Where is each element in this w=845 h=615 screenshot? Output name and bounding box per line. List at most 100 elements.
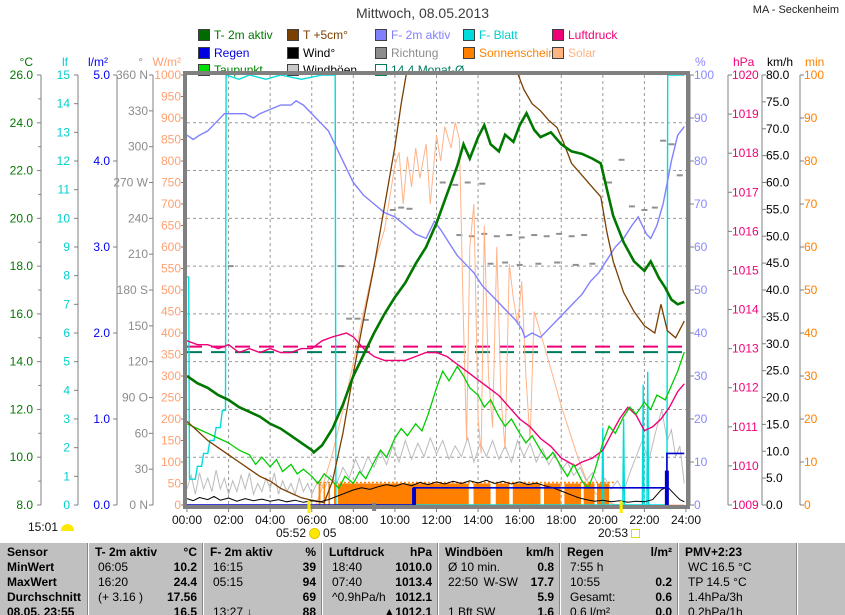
svg-text:20: 20 [694, 412, 708, 426]
table-column-divider [559, 543, 560, 615]
svg-text:40: 40 [694, 326, 708, 340]
svg-text:5.0: 5.0 [766, 471, 783, 485]
svg-text:30: 30 [804, 369, 818, 383]
table-cell: ▲1012.1 [383, 605, 432, 615]
row-label: MaxWert [7, 575, 57, 589]
svg-text:1010: 1010 [732, 459, 759, 473]
svg-text:100: 100 [694, 68, 714, 82]
svg-text:0: 0 [694, 498, 701, 512]
svg-text:1011: 1011 [732, 420, 758, 434]
legend-swatch [287, 47, 299, 59]
svg-text:10.0: 10.0 [766, 444, 790, 458]
table-cell: 16:15 39 [213, 560, 316, 574]
legend-item-t-5cm-: T +5cm° [287, 28, 348, 42]
svg-text:15.0: 15.0 [766, 417, 790, 431]
svg-text:06:00: 06:00 [297, 513, 327, 527]
legend-item-regen: Regen [198, 46, 249, 60]
svg-text:5.0: 5.0 [93, 68, 110, 82]
col-header: T- 2m aktiv °C [95, 545, 197, 559]
x-axis: 00:00 02:00 04:00 06:00 08:00 10:00 12:00 14:00… [172, 501, 701, 527]
table-cell: Gesamt: 0.6 [570, 590, 672, 604]
svg-text:250: 250 [161, 391, 181, 405]
svg-text:2: 2 [63, 441, 70, 455]
svg-text:120: 120 [128, 355, 148, 369]
svg-text:0.0: 0.0 [93, 498, 110, 512]
legend-item-sonnenschein: Sonnenschein [463, 46, 555, 60]
svg-text:1013: 1013 [732, 342, 759, 356]
svg-text:20.0: 20.0 [10, 211, 34, 225]
axis-unit-wm2: W/m² [152, 55, 181, 69]
svg-text:60: 60 [804, 240, 818, 254]
svg-text:14: 14 [57, 97, 71, 111]
page-title: Mittwoch, 08.05.2013 [355, 5, 490, 21]
legend-item-wind-: Wind° [287, 46, 335, 60]
svg-text:350: 350 [161, 348, 181, 362]
svg-text:3.0: 3.0 [93, 240, 110, 254]
table-cell: 16:20 24.4 [98, 575, 197, 589]
svg-text:6: 6 [63, 326, 70, 340]
svg-text:12:00: 12:00 [421, 513, 451, 527]
svg-text:240: 240 [128, 211, 148, 225]
sun-outline-icon [631, 528, 641, 538]
svg-text:150: 150 [161, 434, 181, 448]
legend-item-f-blatt: F- Blatt [463, 28, 518, 42]
plot-area[interactable] [187, 75, 686, 505]
table-column-divider-highlight [560, 543, 561, 615]
svg-text:26.0: 26.0 [10, 68, 34, 82]
svg-text:12: 12 [57, 154, 71, 168]
svg-text:300: 300 [128, 140, 148, 154]
table-cell: 1 Bft SW 1.6 [448, 605, 554, 615]
svg-text:1: 1 [63, 469, 70, 483]
legend-item-t-2m-aktiv: T- 2m aktiv [198, 28, 273, 42]
legend-label: Richtung [391, 46, 439, 60]
series-t5cm [187, 75, 685, 504]
svg-text:210: 210 [128, 247, 148, 261]
table-cell: ^0.9hPa/h 1012.1 [332, 590, 432, 604]
table-row-durchschnitt: Durchschnitt (+ 3.16 ) 17.56 69 ^0.9hPa/h 101… [0, 590, 845, 605]
svg-text:16:00: 16:00 [505, 513, 535, 527]
svg-text:650: 650 [161, 219, 181, 233]
table-cell: 05:15 94 [213, 575, 316, 589]
svg-text:1019: 1019 [732, 107, 759, 121]
svg-text:5: 5 [63, 355, 70, 369]
legend-item-solar: Solar [552, 46, 596, 60]
table-cell: Ø 10 min. 0.8 [448, 560, 554, 574]
legend-label: T- 2m aktiv [214, 28, 273, 42]
legend-item-richtung: Richtung [375, 46, 439, 60]
legend-swatch [463, 29, 475, 41]
svg-text:70: 70 [804, 197, 818, 211]
table-cell: 7:55 h [570, 560, 604, 574]
svg-text:1015: 1015 [732, 263, 759, 277]
table-cell: 0.6 l/m² 0.0 [570, 605, 672, 615]
svg-text:450: 450 [161, 305, 181, 319]
legend-label: T +5cm° [303, 28, 348, 42]
svg-text:0 N: 0 N [129, 498, 148, 512]
svg-text:270 W: 270 W [113, 176, 148, 190]
table-cell: TP 14.5 °C [688, 575, 747, 589]
table-column-divider-highlight [678, 543, 679, 615]
table-column-divider-highlight [797, 543, 798, 615]
svg-text:1000: 1000 [154, 68, 181, 82]
svg-text:100: 100 [804, 68, 824, 82]
col-header: PMV+2:23 [685, 545, 743, 559]
table-column-divider [202, 543, 203, 615]
svg-text:330: 330 [128, 104, 148, 118]
table-cell: 07:40 1013.4 [332, 575, 432, 589]
axis-lm2: 5.0 4.0 3.0 2.0 1.0 0.0 l/m² [88, 55, 118, 512]
col-header: F- 2m aktiv% [210, 545, 316, 559]
svg-text:0: 0 [174, 498, 181, 512]
axis-unit-hpa: hPa [733, 55, 755, 69]
svg-text:8: 8 [63, 269, 70, 283]
table-column-divider [437, 543, 438, 615]
sunset-info: 20:53 [598, 526, 641, 540]
svg-text:14:00: 14:00 [463, 513, 493, 527]
table-cell: 10:55 0.2 [570, 575, 672, 589]
svg-text:3: 3 [63, 412, 70, 426]
series-regen [187, 452, 685, 505]
svg-text:500: 500 [161, 283, 181, 297]
svg-text:180 S: 180 S [117, 283, 148, 297]
table-column-divider-highlight [88, 543, 89, 615]
